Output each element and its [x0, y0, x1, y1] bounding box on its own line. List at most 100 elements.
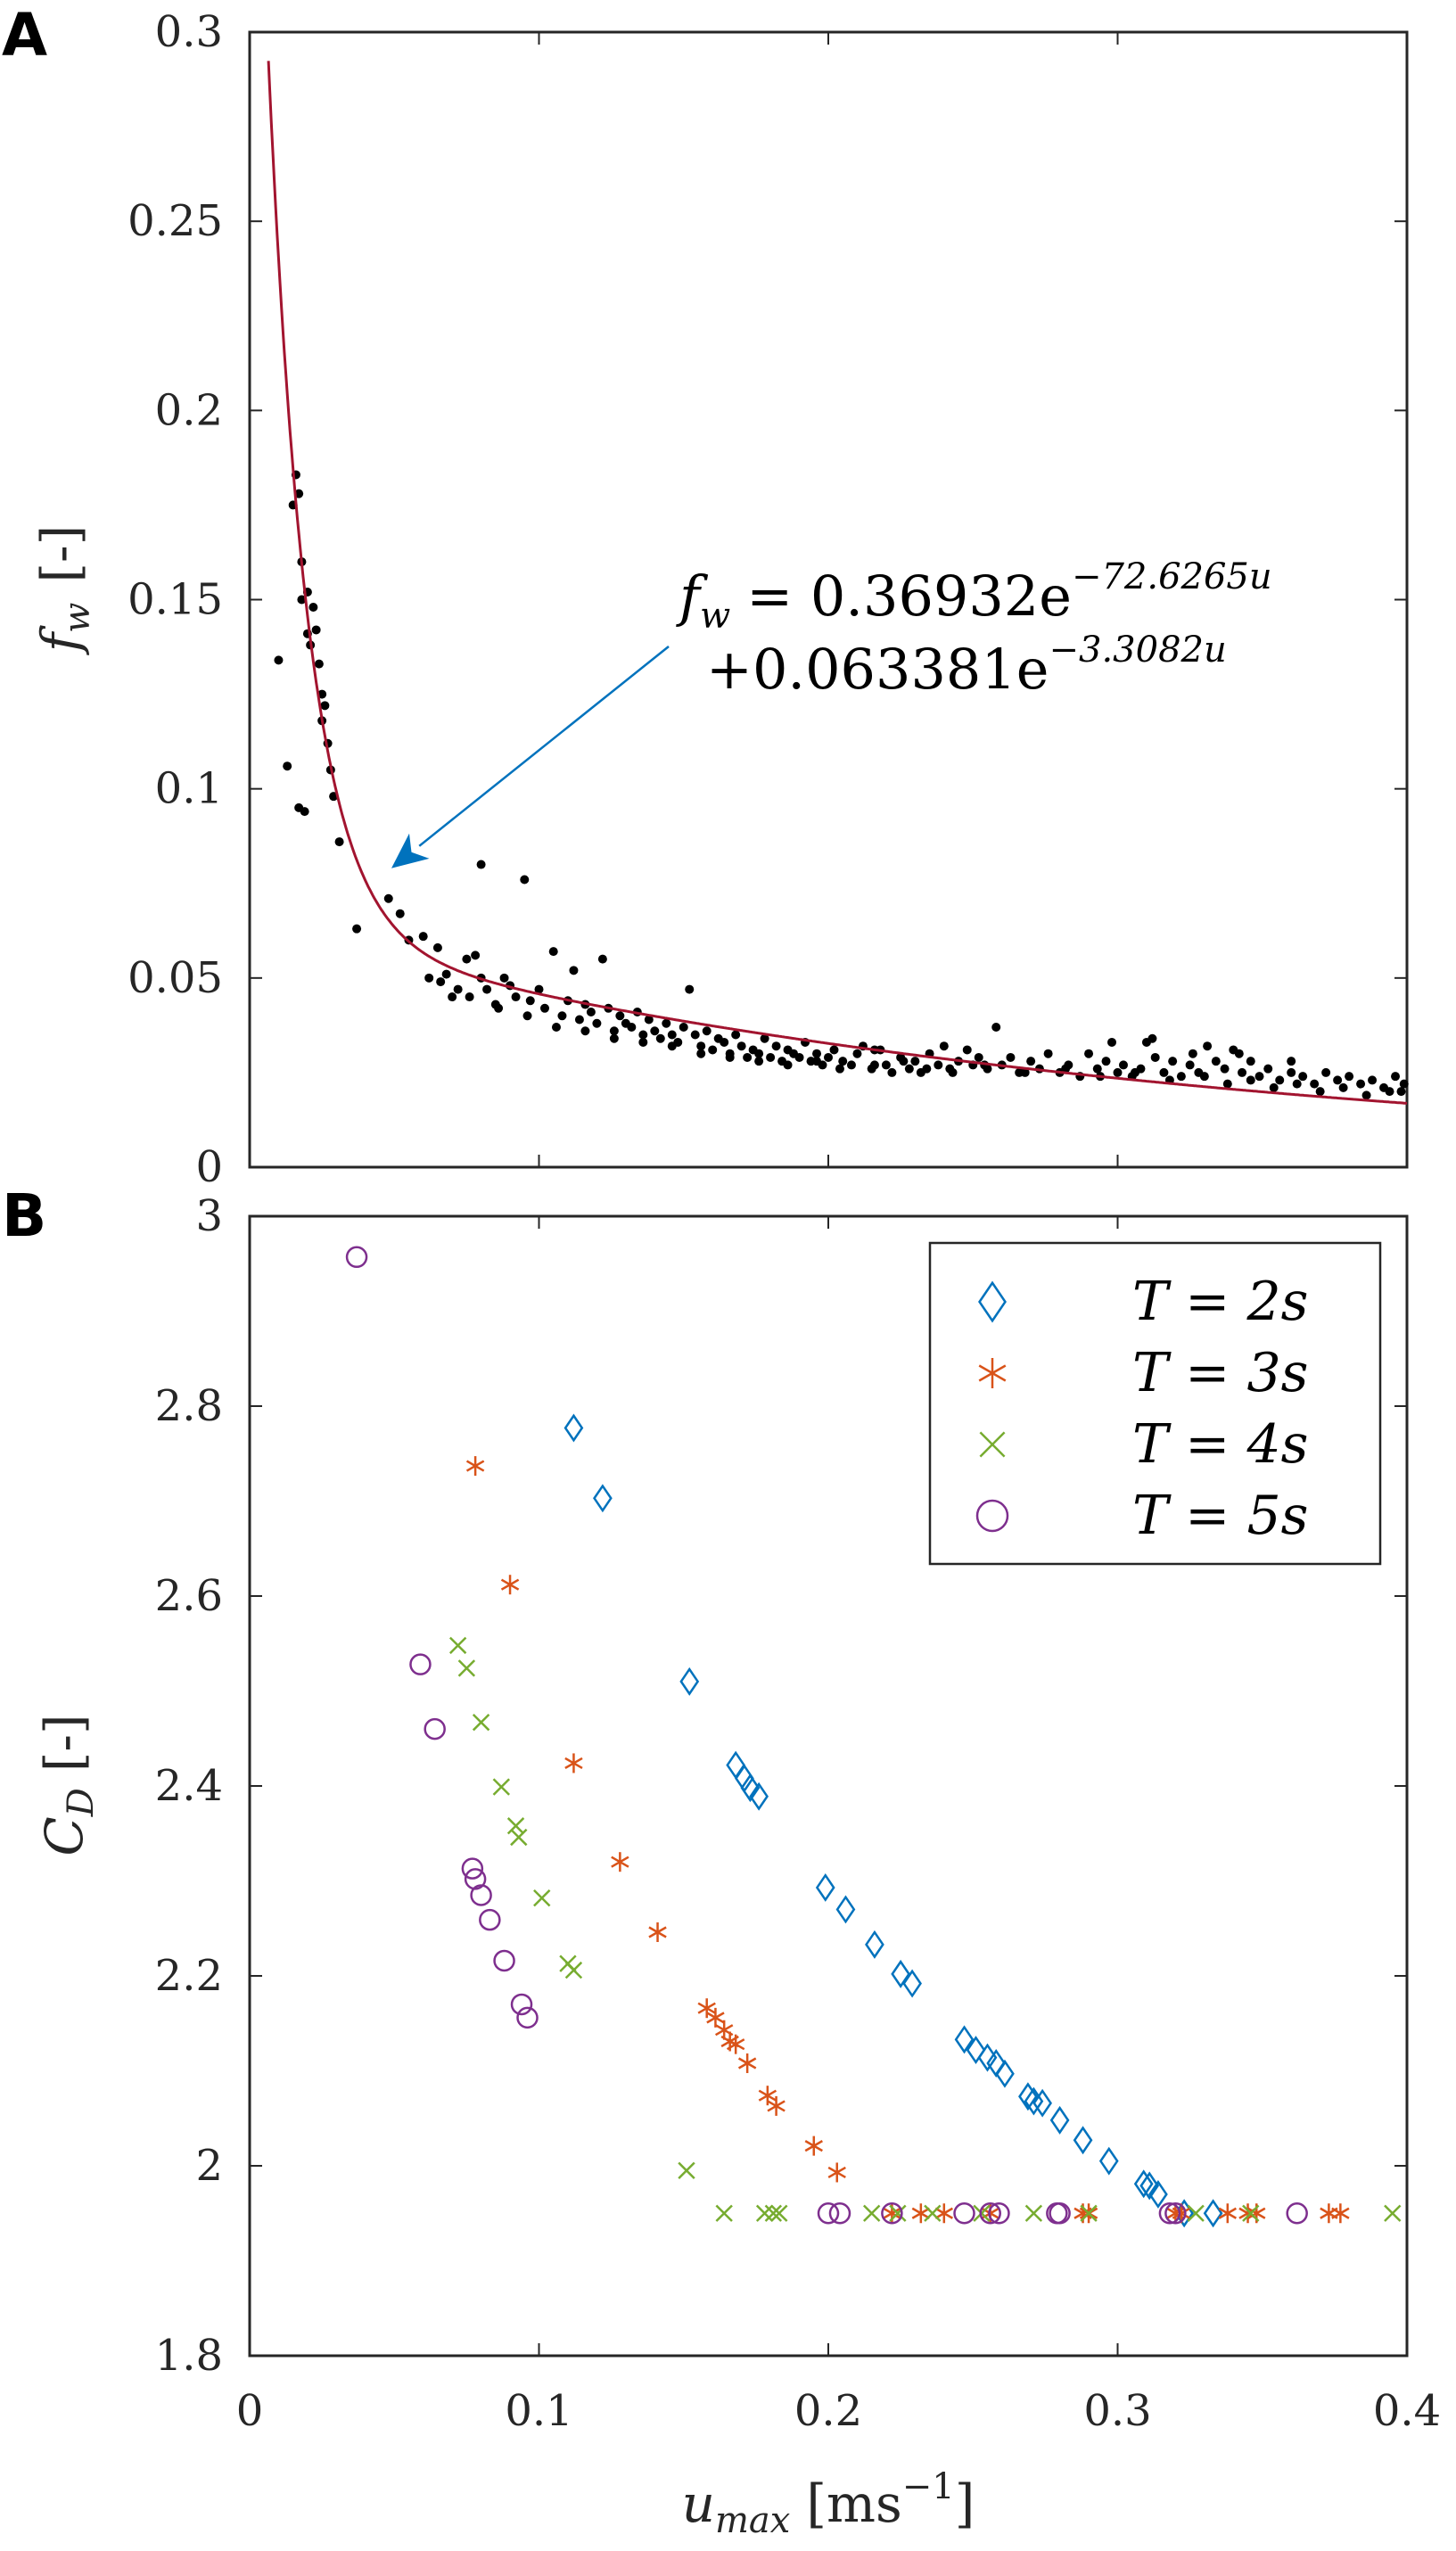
- fit-equation-line2: +0.063381e−3.3082u: [706, 630, 1227, 702]
- xlabel-exp: −1: [902, 2466, 955, 2507]
- data-point: [962, 1045, 972, 1055]
- data-point: [760, 1033, 769, 1043]
- panel-a-ytick-label: 0: [195, 1142, 223, 1192]
- data-point: [887, 1067, 897, 1077]
- data-point: [1263, 1064, 1273, 1074]
- data-point: [1385, 1087, 1394, 1097]
- data-point: [1333, 1075, 1343, 1085]
- data-point: [743, 1052, 753, 1062]
- marker-diamond: [1139, 2171, 1160, 2201]
- ylabel-a-sub: w: [57, 603, 98, 633]
- data-point: [679, 1022, 688, 1032]
- data-point: [1310, 1079, 1320, 1089]
- data-point: [334, 837, 344, 847]
- data-point: [476, 860, 486, 869]
- data-point: [569, 966, 579, 975]
- marker-cross-stroke: [889, 2204, 907, 2222]
- data-point: [522, 1011, 532, 1021]
- data-point: [314, 659, 324, 669]
- panel-a-ytick-label: 0.05: [128, 953, 223, 1003]
- fit-equation-line1: fw = 0.36932e−72.6265u: [676, 556, 1272, 637]
- data-point: [1168, 1057, 1178, 1066]
- data-point: [1396, 1087, 1406, 1097]
- data-point: [1130, 1067, 1139, 1077]
- marker-asterisk-stroke: [1247, 2207, 1266, 2219]
- data-point: [1246, 1057, 1255, 1066]
- data-point: [1238, 1067, 1247, 1077]
- data-point: [1211, 1057, 1221, 1066]
- marker-diamond: [1098, 2146, 1119, 2176]
- data-point: [615, 1011, 625, 1021]
- marker-asterisk: [978, 1358, 1007, 1388]
- marker-diamond: [1148, 2179, 1168, 2209]
- data-point: [557, 1011, 567, 1021]
- panel-b-ytick-labels: 1.8 2 2.2 2.4 2.6 2.8 3: [155, 1191, 223, 2381]
- marker-cross: [533, 1889, 551, 1907]
- data-point: [934, 1060, 943, 1070]
- panel-b-ytick-label: 2.2: [155, 1951, 223, 2001]
- marker-circle: [881, 2202, 903, 2225]
- data-point: [1292, 1079, 1302, 1089]
- marker-circle: [409, 1653, 432, 1675]
- data-point: [846, 1060, 856, 1070]
- marker-asterisk: [500, 1575, 520, 1595]
- data-point: [869, 1060, 879, 1070]
- panel-b-points: [345, 1246, 1402, 2228]
- marker-asterisk: [648, 1922, 667, 1943]
- panel-a-ytick-label: 0.1: [155, 764, 223, 814]
- panel-a-ticks: [249, 31, 1408, 1168]
- marker-asterisk: [767, 2095, 786, 2116]
- data-point: [922, 1064, 932, 1074]
- data-point: [1287, 1057, 1296, 1066]
- data-point: [725, 1052, 735, 1062]
- marker-asterisk: [706, 2007, 725, 2028]
- marker-diamond: [593, 1484, 613, 1513]
- ylabel-a-unit: [-]: [30, 525, 91, 583]
- marker-cross-stroke: [510, 1828, 528, 1847]
- legend-item: T = 4s: [979, 1413, 1308, 1476]
- marker-cross-stroke: [715, 2204, 733, 2222]
- ylabel-b-unit: [-]: [34, 1714, 95, 1772]
- panel-b-ytick-label: 1.8: [155, 2331, 223, 2381]
- panel-b-xtick-label: 0.3: [1083, 2386, 1151, 2436]
- legend-box: [928, 1241, 1382, 1566]
- marker-asterisk-stroke: [883, 2207, 901, 2219]
- marker-circle: [470, 1884, 492, 1906]
- data-point: [383, 893, 393, 903]
- panel-b-xtick-label: 0.2: [794, 2386, 862, 2436]
- marker-diamond: [563, 1413, 584, 1443]
- marker-asterisk: [737, 2053, 757, 2073]
- panel-b-ytick-label: 2.8: [155, 1381, 223, 1431]
- data-point: [1246, 1075, 1255, 1085]
- data-point: [1159, 1067, 1169, 1077]
- marker-asterisk: [697, 1998, 716, 2019]
- data-point: [1399, 1079, 1409, 1089]
- marker-cross: [1384, 2204, 1402, 2222]
- data-point: [627, 1022, 637, 1032]
- marker-asterisk-stroke: [1331, 2207, 1350, 2219]
- marker-asterisk-stroke: [714, 2024, 734, 2037]
- data-point: [899, 1057, 909, 1066]
- data-point: [1356, 1079, 1366, 1089]
- data-point: [783, 1060, 793, 1070]
- marker-cross: [448, 1636, 467, 1655]
- series-cross: [448, 1636, 1402, 2222]
- data-point: [1043, 1049, 1053, 1058]
- data-point: [1150, 1052, 1160, 1062]
- data-point: [1203, 1041, 1213, 1051]
- data-point: [838, 1057, 848, 1066]
- data-point: [1361, 1090, 1371, 1100]
- data-point: [1107, 1037, 1117, 1047]
- data-point: [418, 932, 428, 942]
- data-point: [1222, 1079, 1232, 1089]
- data-point: [1275, 1075, 1285, 1085]
- data-point: [609, 1026, 619, 1036]
- marker-diamond: [978, 1280, 1007, 1323]
- data-point: [1345, 1072, 1354, 1082]
- data-point: [525, 996, 535, 1006]
- data-point: [948, 1067, 958, 1077]
- data-point: [1006, 1052, 1016, 1062]
- data-point: [696, 1041, 706, 1051]
- marker-asterisk-stroke: [611, 1856, 629, 1868]
- data-point: [1113, 1067, 1123, 1077]
